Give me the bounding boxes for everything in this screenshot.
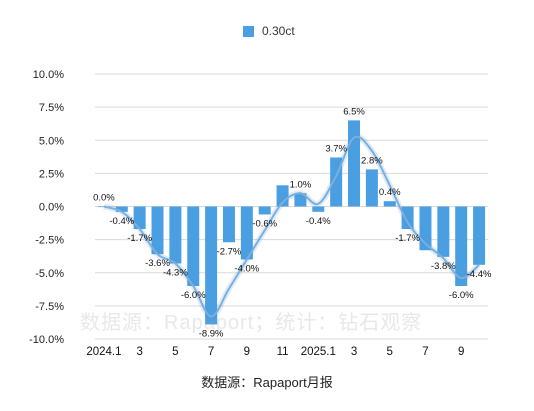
x-axis-ticks: 2024.1 3 5 7 9 11 2025.1 3 5 7 9	[86, 346, 464, 358]
data-label: 1.0%	[290, 179, 312, 190]
bar	[401, 206, 414, 230]
data-label: 0.0%	[93, 193, 115, 204]
x-tick-label: 11	[277, 346, 289, 358]
bar	[205, 206, 218, 325]
x-tick-label: 2024.1	[86, 346, 121, 358]
data-label: -2.7%	[217, 246, 242, 257]
x-tick-label: 2025.1	[301, 346, 336, 358]
y-tick-label: 10.0%	[33, 69, 64, 81]
bar	[258, 206, 271, 215]
bar	[222, 206, 235, 243]
data-label: -0.6%	[252, 218, 277, 229]
bar	[437, 206, 450, 257]
data-label: 2.8%	[361, 155, 383, 166]
bars	[97, 120, 486, 325]
trendline	[103, 133, 482, 320]
bar	[133, 206, 146, 230]
data-label: -6.0%	[449, 290, 474, 301]
legend: 0.30ct	[243, 24, 295, 38]
data-label: -1.7%	[127, 233, 152, 244]
bar	[276, 185, 289, 207]
y-tick-label: -10.0%	[29, 334, 64, 346]
bar	[294, 193, 307, 207]
x-tick-label: 3	[351, 346, 357, 358]
x-tick-label: 7	[422, 346, 428, 358]
bar	[151, 206, 164, 255]
bar	[348, 120, 361, 207]
data-label: -4.4%	[467, 269, 492, 280]
x-tick-label: 9	[244, 346, 250, 358]
y-tick-label: 5.0%	[39, 135, 64, 147]
y-tick-label: 0.0%	[39, 202, 64, 214]
watermark: 数据源：Rapaport；统计：钻石观察	[80, 312, 423, 334]
y-axis-ticks: 10.0% 7.5% 5.0% 2.5% 0.0% -2.5% -5.0% -7.5% -10.…	[29, 69, 64, 346]
x-tick-label: 5	[172, 346, 178, 358]
data-label: -3.6%	[145, 258, 170, 269]
data-label: -1.7%	[395, 233, 420, 244]
data-label: 0.4%	[379, 187, 401, 198]
data-label: -0.4%	[306, 216, 331, 227]
bar	[169, 206, 182, 264]
y-tick-label: -2.5%	[35, 235, 64, 247]
data-label: -4.0%	[234, 264, 259, 275]
bar	[455, 206, 468, 286]
data-label: 6.5%	[343, 106, 365, 117]
y-tick-label: 2.5%	[39, 168, 64, 180]
x-tick-label: 7	[208, 346, 214, 358]
y-tick-label: 7.5%	[39, 102, 64, 114]
bar	[365, 169, 378, 207]
bar	[383, 201, 396, 207]
x-tick-label: 3	[136, 346, 142, 358]
trendline-path	[103, 135, 480, 318]
data-label: -4.3%	[163, 267, 188, 278]
source-caption: 数据源：Rapaport月报	[201, 375, 333, 390]
data-label: -0.4%	[109, 216, 134, 227]
y-tick-label: -7.5%	[35, 301, 64, 313]
bar	[312, 206, 325, 212]
bar	[473, 206, 486, 265]
data-label: -8.9%	[199, 328, 224, 339]
legend-label: 0.30ct	[262, 24, 295, 38]
bar	[187, 206, 200, 286]
data-label: -3.8%	[431, 261, 456, 272]
x-tick-label: 9	[458, 346, 464, 358]
y-tick-label: -5.0%	[35, 268, 64, 280]
bar	[115, 206, 128, 212]
data-label: -6.0%	[181, 290, 206, 301]
legend-swatch	[243, 25, 254, 37]
data-label: 3.7%	[325, 143, 347, 154]
x-tick-label: 5	[387, 346, 393, 358]
data-labels: 0.0% -0.4% -1.7% -3.6%-4.3% -6.0% -8.9% -2.7% -…	[93, 106, 492, 339]
bar	[240, 206, 253, 260]
